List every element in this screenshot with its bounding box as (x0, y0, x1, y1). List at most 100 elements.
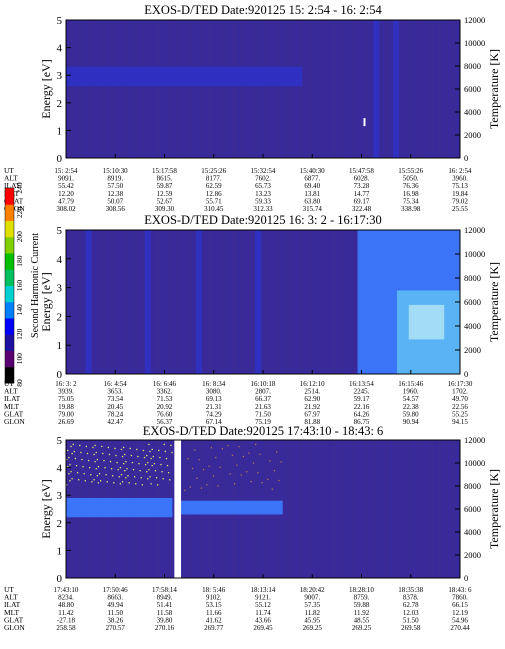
table-cell: 15:10:30 (103, 167, 128, 175)
table-cell: 16: 8:34 (202, 380, 226, 388)
particle-dot (280, 461, 282, 463)
colorbar-tick-label: 240 (15, 182, 24, 194)
table-cell: 9091. (58, 175, 74, 183)
table-cell: 8919. (107, 175, 123, 183)
particle-dot (113, 482, 115, 484)
y-tick-label: 0 (57, 573, 63, 585)
table-cell: 3960. (452, 175, 468, 183)
particle-dot (69, 463, 71, 466)
table-cell: 55.25 (452, 410, 468, 418)
table-row-label: ILAT (4, 394, 21, 403)
y-right-tick-label: 0 (464, 573, 468, 583)
table-cell: 66.15 (452, 601, 468, 609)
texture-streak (131, 230, 133, 374)
table-cell: 9121. (255, 594, 271, 602)
texture-streak (214, 20, 216, 158)
table-cell: 63.80 (304, 197, 320, 205)
table-cell: 11.74 (255, 609, 271, 617)
particle-dot (189, 486, 191, 488)
table-cell: 59.17 (354, 395, 370, 403)
texture-streak (283, 230, 285, 374)
intensity-band (66, 66, 303, 87)
table-cell: 308.56 (106, 205, 126, 213)
texture-streak (345, 20, 347, 158)
texture-streak (382, 20, 384, 158)
texture-streak (193, 20, 195, 158)
particle-dot (137, 455, 139, 458)
particle-dot (158, 449, 160, 452)
table-cell: 16: 3: 2 (55, 380, 77, 388)
particle-dot (227, 444, 229, 447)
table-cell: 65.73 (255, 182, 271, 190)
table-cell: 269.25 (303, 624, 323, 632)
table-cell: 8234. (58, 594, 74, 602)
texture-streak (316, 440, 318, 578)
texture-streak (423, 20, 425, 158)
table-cell: 18:13:14 (251, 586, 276, 594)
table-cell: 75.34 (403, 197, 419, 205)
table-cell: 59.80 (403, 410, 419, 418)
table-cell: 15:40:30 (300, 167, 325, 175)
colorbar-segment (5, 253, 14, 270)
table-cell: 16: 6:46 (153, 380, 177, 388)
texture-streak (164, 230, 166, 374)
particle-dot (120, 448, 123, 451)
table-cell: 3939. (58, 388, 74, 396)
table-cell: 338.98 (401, 205, 421, 213)
texture-streak (292, 20, 294, 158)
table-cell: 2514. (304, 388, 320, 396)
particle-dot (84, 480, 86, 482)
particle-dot (116, 461, 118, 464)
particle-dot (184, 489, 186, 491)
particle-dot (97, 482, 100, 484)
y-right-tick-label: 6000 (464, 504, 481, 514)
y-axis-label: Energy [eV] (39, 479, 53, 538)
table-cell: 11.82 (305, 609, 321, 617)
particle-dot (94, 460, 96, 463)
texture-streak (304, 440, 306, 578)
texture-streak (247, 230, 249, 374)
table-cell: 25.55 (452, 205, 468, 213)
texture-streak (140, 20, 142, 158)
texture-streak (415, 440, 417, 578)
particle-dot (67, 449, 69, 452)
particle-dot (110, 468, 113, 470)
table-cell: 7602. (255, 175, 271, 183)
table-cell: 269.58 (401, 624, 421, 632)
table-cell: 12.20 (58, 190, 74, 198)
particle-dot (140, 477, 142, 479)
particle-dot (246, 471, 248, 473)
texture-streak (292, 440, 294, 578)
texture-streak (185, 20, 187, 158)
particle-dot (66, 458, 68, 461)
particle-dot (79, 444, 81, 447)
table-cell: 18:35:38 (398, 586, 423, 594)
texture-streak (173, 230, 175, 374)
table-cell: 8759. (354, 594, 370, 602)
particle-dot (150, 457, 152, 460)
colorbar-tick-label: 160 (15, 280, 24, 292)
particle-dot (210, 447, 212, 449)
particle-dot (261, 482, 263, 484)
table-cell: 67.97 (304, 410, 320, 418)
table-row-label: UT (4, 585, 14, 594)
texture-streak (185, 230, 187, 374)
texture-streak (415, 20, 417, 158)
table-cell: 14.77 (354, 190, 370, 198)
texture-streak (447, 440, 449, 578)
table-cell: 22.38 (403, 403, 419, 411)
texture-streak (238, 230, 240, 374)
texture-streak (312, 440, 314, 578)
particle-dot (68, 473, 70, 475)
table-cell: 38.26 (107, 616, 123, 624)
texture-streak (328, 230, 330, 374)
intensity-stripe (393, 20, 400, 158)
table-cell: 94.15 (452, 418, 468, 426)
table-cell: 81.88 (304, 418, 320, 426)
particle-dot (123, 446, 125, 449)
texture-streak (357, 440, 359, 578)
table-cell: 12.03 (403, 609, 419, 617)
table-cell: 59.88 (354, 601, 370, 609)
table-cell: 309.30 (155, 205, 175, 213)
table-cell: 51.50 (403, 616, 419, 624)
